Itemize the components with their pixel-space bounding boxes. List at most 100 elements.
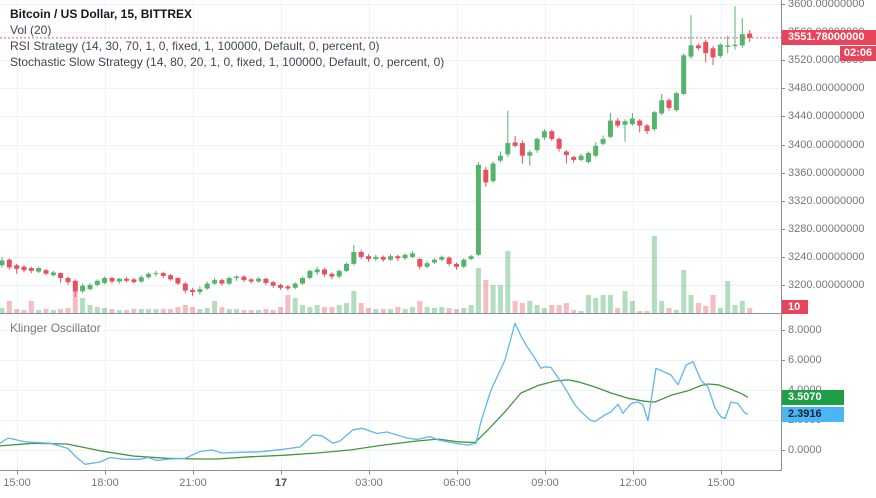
candle-body xyxy=(6,259,12,268)
candle-body xyxy=(175,278,181,284)
candle-body xyxy=(549,131,555,139)
candle-body xyxy=(739,34,745,46)
candle-body xyxy=(197,289,203,292)
candle-body xyxy=(519,143,525,156)
candle-body xyxy=(710,48,716,58)
candle-body xyxy=(695,45,701,49)
volume-bar xyxy=(417,301,423,313)
volume-bar xyxy=(241,310,247,313)
volume-bar xyxy=(72,291,78,313)
indicator-axis-label: 8.0000 xyxy=(788,324,822,336)
candle-body xyxy=(607,120,613,137)
volume-bar xyxy=(432,308,437,313)
volume-bar xyxy=(219,307,225,313)
volume-bar xyxy=(541,308,547,313)
volume-bar xyxy=(190,307,196,313)
time-axis-label: 21:00 xyxy=(179,477,207,489)
candle-body xyxy=(72,280,78,292)
candle-body xyxy=(109,278,115,282)
candle-body xyxy=(351,252,357,264)
candle-body xyxy=(80,285,86,292)
volume-bar xyxy=(21,310,27,313)
time-axis-label: 15:00 xyxy=(707,477,735,489)
klinger-value-tag: 2.3916 xyxy=(782,407,844,422)
volume-bar xyxy=(131,309,137,313)
volume-bar xyxy=(329,307,335,313)
candle-body xyxy=(146,273,152,278)
candle-body xyxy=(65,278,71,283)
candle-body xyxy=(87,285,93,290)
volume-bar xyxy=(124,310,130,313)
candle-body xyxy=(102,278,108,283)
volume-bar xyxy=(644,311,650,313)
candle-body xyxy=(651,112,657,130)
volume-bar xyxy=(659,301,665,313)
time-axis-label: 03:00 xyxy=(355,477,383,489)
candle-body xyxy=(168,275,174,280)
volume-bar xyxy=(6,301,12,313)
volume-bar xyxy=(28,301,34,313)
volume-bar xyxy=(439,307,445,313)
candle-body xyxy=(725,45,731,47)
candle-body xyxy=(322,269,327,275)
price-axis-label: 3200.00000000 xyxy=(788,279,865,291)
candle-body xyxy=(256,278,262,282)
volume-bar xyxy=(226,309,232,313)
volume-bar xyxy=(637,311,643,313)
price-axis-label: 3360.00000000 xyxy=(788,166,865,179)
volume-bar xyxy=(344,303,349,313)
volume-bar xyxy=(146,309,152,313)
candle-body xyxy=(94,280,100,285)
candle-body xyxy=(578,155,584,160)
candle-body xyxy=(395,256,401,259)
volume-bar xyxy=(424,307,430,313)
volume-bar xyxy=(87,305,93,313)
candle-body xyxy=(417,259,423,267)
volume-bar xyxy=(395,307,401,313)
volume-bar xyxy=(556,305,562,313)
volume-bar xyxy=(454,309,459,313)
candle-body xyxy=(278,285,283,288)
price-axis-label: 3480.00000000 xyxy=(788,82,865,95)
klinger-line-klinger xyxy=(0,322,749,465)
candle-body xyxy=(300,278,305,284)
volume-bar xyxy=(300,305,305,313)
volume-bar xyxy=(534,305,540,313)
volume-bar xyxy=(732,305,738,313)
volume-bar xyxy=(571,310,577,313)
candle-body xyxy=(490,163,496,182)
candle-body xyxy=(204,283,210,289)
time-axis-label: 12:00 xyxy=(619,477,647,489)
candle-body xyxy=(644,125,650,132)
volume-bar xyxy=(673,310,679,313)
candle-body xyxy=(410,253,415,257)
volume-bar xyxy=(160,309,166,313)
volume-bar xyxy=(109,309,115,313)
volume-bar xyxy=(461,308,467,313)
volume-bar xyxy=(248,310,254,313)
candle-body xyxy=(131,279,137,283)
time-axis-label: 06:00 xyxy=(443,477,471,489)
volume-bar xyxy=(717,308,723,313)
candle-body xyxy=(747,33,753,38)
candle-body xyxy=(475,164,481,255)
candle-body xyxy=(388,256,393,260)
time-axis-label: 09:00 xyxy=(531,477,559,489)
volume-bar xyxy=(549,305,555,313)
candle-body xyxy=(234,276,240,278)
time-axis-label: 15:00 xyxy=(3,477,31,489)
candle-body xyxy=(432,259,437,263)
volume-bar xyxy=(168,309,174,313)
candle-body xyxy=(58,273,64,278)
volume-bar xyxy=(563,303,569,313)
candle-body xyxy=(248,279,254,282)
candle-body xyxy=(314,269,320,273)
volume-bar xyxy=(446,308,452,313)
candle-body xyxy=(329,273,335,277)
volume-bar xyxy=(175,307,181,313)
volume-bar xyxy=(358,303,364,313)
candle-body xyxy=(468,256,474,259)
volume-bar xyxy=(615,308,621,313)
indicator-panel-title[interactable]: Klinger Oscillator xyxy=(10,321,101,335)
